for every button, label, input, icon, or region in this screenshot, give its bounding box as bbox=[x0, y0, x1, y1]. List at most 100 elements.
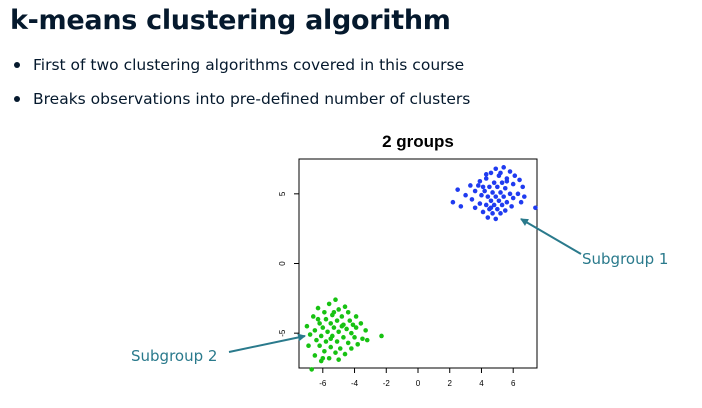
data-point-series-1 bbox=[504, 199, 510, 205]
scatter-points bbox=[304, 165, 538, 372]
data-point-series-2 bbox=[360, 336, 365, 342]
data-point-series-2 bbox=[352, 335, 357, 340]
y-tick-label: -5 bbox=[278, 329, 287, 337]
data-point-series-2 bbox=[326, 355, 332, 361]
data-point-series-2 bbox=[341, 335, 346, 340]
subgroup-2-label: Subgroup 2 bbox=[131, 347, 217, 365]
data-point-series-1 bbox=[502, 208, 508, 213]
x-tick-label: 4 bbox=[479, 379, 484, 388]
data-point-series-1 bbox=[501, 165, 506, 170]
data-point-series-1 bbox=[468, 183, 473, 188]
data-point-series-2 bbox=[364, 337, 370, 343]
data-point-series-1 bbox=[485, 215, 491, 220]
data-point-series-2 bbox=[363, 328, 368, 333]
data-point-series-2 bbox=[331, 325, 337, 330]
chart-title: 2 groups bbox=[382, 132, 454, 151]
data-point-series-2 bbox=[309, 367, 314, 372]
data-point-series-1 bbox=[501, 194, 506, 199]
data-point-series-1 bbox=[472, 188, 478, 194]
data-point-series-1 bbox=[507, 191, 513, 197]
data-point-series-1 bbox=[469, 197, 475, 202]
data-point-series-1 bbox=[533, 205, 538, 211]
data-point-series-2 bbox=[317, 321, 322, 326]
data-point-series-2 bbox=[355, 342, 361, 347]
data-point-series-2 bbox=[342, 351, 348, 357]
data-point-series-2 bbox=[342, 304, 348, 309]
x-axis: -6 -4 -2 0 2 4 6 bbox=[319, 367, 516, 388]
data-point-series-1 bbox=[520, 184, 526, 190]
data-point-series-1 bbox=[477, 178, 483, 184]
data-point-series-1 bbox=[490, 211, 495, 216]
y-tick-label: 0 bbox=[278, 261, 287, 266]
data-point-series-1 bbox=[495, 206, 500, 212]
data-point-series-2 bbox=[323, 339, 329, 344]
data-point-series-1 bbox=[510, 181, 516, 187]
data-point-series-1 bbox=[495, 184, 500, 190]
bullet-item: First of two clustering algorithms cover… bbox=[14, 55, 470, 75]
data-point-series-2 bbox=[322, 348, 327, 354]
data-point-series-1 bbox=[517, 177, 522, 183]
data-point-series-2 bbox=[353, 314, 359, 319]
data-point-series-2 bbox=[334, 318, 340, 323]
data-point-series-1 bbox=[491, 202, 497, 208]
data-point-series-2 bbox=[358, 321, 364, 326]
x-tick-label: -2 bbox=[383, 379, 391, 388]
data-point-series-2 bbox=[323, 316, 329, 322]
data-point-series-1 bbox=[480, 184, 486, 190]
data-point-series-2 bbox=[310, 314, 316, 319]
data-point-series-1 bbox=[493, 216, 499, 222]
data-point-series-1 bbox=[499, 180, 505, 185]
data-point-series-2 bbox=[331, 309, 337, 315]
data-point-series-2 bbox=[336, 307, 341, 312]
data-point-series-2 bbox=[345, 309, 351, 315]
data-point-series-2 bbox=[314, 337, 319, 343]
data-point-series-2 bbox=[318, 333, 324, 339]
data-point-series-1 bbox=[483, 202, 489, 208]
data-point-series-2 bbox=[349, 346, 354, 351]
data-point-series-2 bbox=[312, 353, 318, 358]
bullet-text: First of two clustering algorithms cover… bbox=[33, 56, 465, 74]
data-point-series-2 bbox=[304, 323, 310, 329]
data-point-series-1 bbox=[483, 176, 489, 181]
data-point-series-1 bbox=[493, 166, 499, 172]
data-point-series-1 bbox=[499, 202, 505, 208]
data-point-series-1 bbox=[475, 183, 481, 188]
data-point-series-1 bbox=[487, 184, 492, 190]
data-point-series-2 bbox=[328, 321, 334, 326]
data-point-series-1 bbox=[488, 198, 494, 204]
data-point-series-2 bbox=[333, 297, 338, 303]
data-point-series-2 bbox=[336, 329, 341, 335]
data-point-series-1 bbox=[482, 188, 487, 194]
data-point-series-1 bbox=[483, 172, 489, 177]
data-point-series-2 bbox=[328, 336, 334, 342]
bullet-dot-icon bbox=[14, 96, 20, 102]
y-tick-label: 5 bbox=[278, 191, 287, 196]
bullet-list: First of two clustering algorithms cover… bbox=[14, 55, 470, 123]
data-point-series-2 bbox=[344, 326, 349, 332]
data-point-series-2 bbox=[315, 316, 321, 322]
subgroup-1-arrow bbox=[520, 218, 582, 255]
data-point-series-1 bbox=[518, 199, 524, 205]
data-point-series-1 bbox=[498, 211, 503, 216]
data-point-series-1 bbox=[455, 187, 460, 192]
bullet-item: Breaks observations into pre-defined num… bbox=[14, 89, 470, 109]
data-point-series-1 bbox=[507, 169, 513, 174]
data-point-series-2 bbox=[345, 340, 351, 346]
data-point-series-2 bbox=[339, 314, 345, 319]
data-point-series-2 bbox=[328, 344, 334, 350]
data-point-series-2 bbox=[312, 328, 318, 333]
data-point-series-1 bbox=[510, 195, 516, 201]
x-tick-label: 0 bbox=[416, 379, 421, 388]
data-point-series-1 bbox=[491, 180, 497, 185]
data-point-series-1 bbox=[485, 194, 491, 199]
y-axis: -5 0 5 bbox=[278, 191, 300, 337]
data-point-series-1 bbox=[493, 194, 499, 199]
x-tick-label: 6 bbox=[511, 379, 516, 388]
data-point-series-2 bbox=[347, 318, 353, 323]
data-point-series-1 bbox=[509, 204, 514, 209]
data-point-series-2 bbox=[349, 330, 354, 336]
data-point-series-2 bbox=[320, 325, 326, 330]
data-point-series-1 bbox=[498, 190, 503, 195]
data-point-series-2 bbox=[315, 305, 321, 311]
